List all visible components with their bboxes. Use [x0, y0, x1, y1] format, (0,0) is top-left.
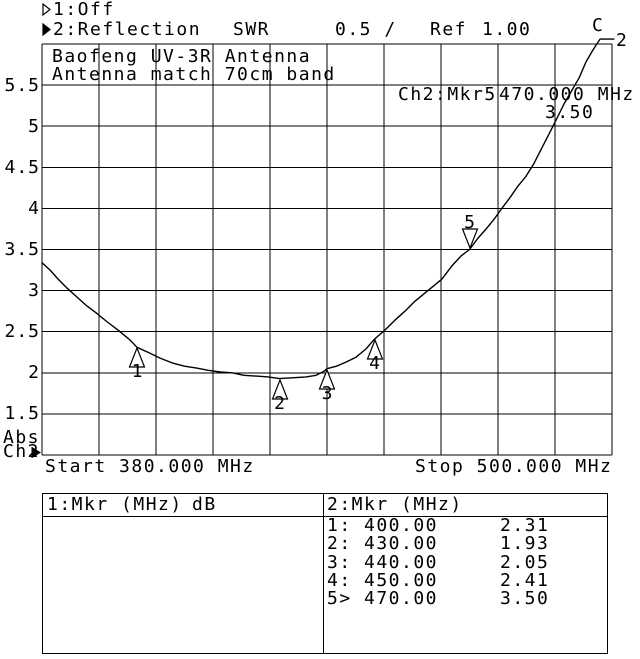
chart-title-line2: Antenna match 70cm band	[52, 64, 336, 85]
ytick-4-5: 4.5	[4, 156, 40, 178]
marker-row-value: 3.50	[500, 588, 550, 609]
marker-row-freq: 430.00	[364, 533, 439, 554]
marker-readout-freq: 470.000 MHz	[499, 84, 635, 105]
ytick-5: 5	[28, 115, 40, 137]
chart-title-line1: Baofeng UV-3R Antenna	[52, 46, 312, 67]
marker-row-number: 4:	[327, 570, 352, 591]
marker-readout-channel: Ch2:Mkr5	[398, 84, 497, 105]
stop-frequency-label: Stop 500.000 MHz	[415, 456, 613, 477]
marker-row-number: 5>	[327, 588, 352, 609]
scale-per-div: 0.5 /	[335, 19, 397, 40]
marker-row-value: 2.41	[500, 570, 550, 591]
marker-5-label: 5	[464, 211, 475, 233]
abs-label: Abs	[3, 427, 41, 448]
ytick-3: 3	[28, 280, 40, 302]
marker-up-triangle-icon	[271, 378, 288, 400]
marker-4-label: 4	[369, 353, 380, 375]
marker-table-ch1-header: 1:Mkr (MHz)	[47, 494, 183, 515]
marker-up-triangle-icon	[366, 339, 383, 360]
marker-table-row-5: 5> 470.00 3.50	[327, 588, 597, 609]
channel1-inactive-triangle-icon	[42, 3, 51, 16]
marker-2-label: 2	[274, 392, 285, 414]
marker-row-freq: 440.00	[364, 552, 439, 573]
marker-row-value: 2.05	[500, 552, 550, 573]
active-channel-triangle-icon	[31, 447, 41, 458]
marker-row-number: 2:	[327, 533, 352, 554]
marker-row-value: 2.31	[500, 515, 550, 536]
marker-table-header-rule	[43, 516, 607, 517]
marker-up-triangle-icon	[128, 347, 146, 368]
marker-table-row-4: 4: 450.00 2.41	[327, 570, 597, 591]
marker-4: 4	[365, 339, 385, 375]
marker-row-freq: 400.00	[364, 515, 439, 536]
marker-table-divider	[323, 494, 324, 653]
active-channel-label: Ch2	[3, 441, 41, 462]
ref-value: 1.00	[482, 19, 532, 40]
marker-3: 3	[317, 368, 337, 404]
ytick-3-5: 3.5	[4, 239, 40, 260]
ytick-4: 4	[28, 197, 40, 219]
ytick-2: 2	[28, 362, 40, 384]
marker-down-triangle-icon	[461, 227, 478, 249]
format-label: SWR	[233, 19, 271, 40]
swr-trace-line	[41, 38, 615, 380]
marker-3-label: 3	[321, 382, 333, 404]
trace-number-label: 2	[616, 30, 629, 51]
marker-readout-value: 3.50	[545, 102, 595, 123]
channel2-active-triangle-icon	[42, 23, 51, 36]
marker-up-triangle-icon	[318, 368, 336, 390]
ref-label: Ref	[430, 19, 468, 40]
ytick-1-5: 1.5	[4, 403, 40, 425]
marker-table-row-3: 3: 440.00 2.05	[327, 552, 597, 573]
marker-row-freq: 470.00	[364, 588, 439, 609]
ytick-5-5: 5.5	[4, 74, 40, 96]
ytick-2-5: 2.5	[4, 321, 40, 343]
marker-row-number: 3:	[327, 552, 352, 573]
marker-1-label: 1	[131, 361, 143, 383]
marker-row-number: 1:	[327, 515, 352, 536]
cal-indicator: C	[592, 15, 605, 36]
marker-table: 1:Mkr (MHz) dB 2:Mkr (MHz) 1: 400.00 2.3…	[42, 493, 608, 654]
marker-row-freq: 450.00	[364, 570, 439, 591]
marker-5-active: 5	[460, 211, 480, 249]
marker-table-ch2-header: 2:Mkr (MHz)	[327, 494, 463, 515]
marker-table-row-2: 2: 430.00 1.93	[327, 533, 597, 554]
channel1-status: 1:Off	[53, 0, 115, 20]
marker-row-value: 1.93	[500, 533, 550, 554]
marker-table-ch1-unit: dB	[192, 494, 217, 515]
channel2-measurement: 2:Reflection	[53, 19, 202, 40]
marker-1: 1	[127, 347, 147, 383]
marker-table-row-1: 1: 400.00 2.31	[327, 515, 597, 536]
start-frequency-label: Start 380.000 MHz	[45, 456, 255, 477]
marker-2: 2	[270, 378, 290, 414]
